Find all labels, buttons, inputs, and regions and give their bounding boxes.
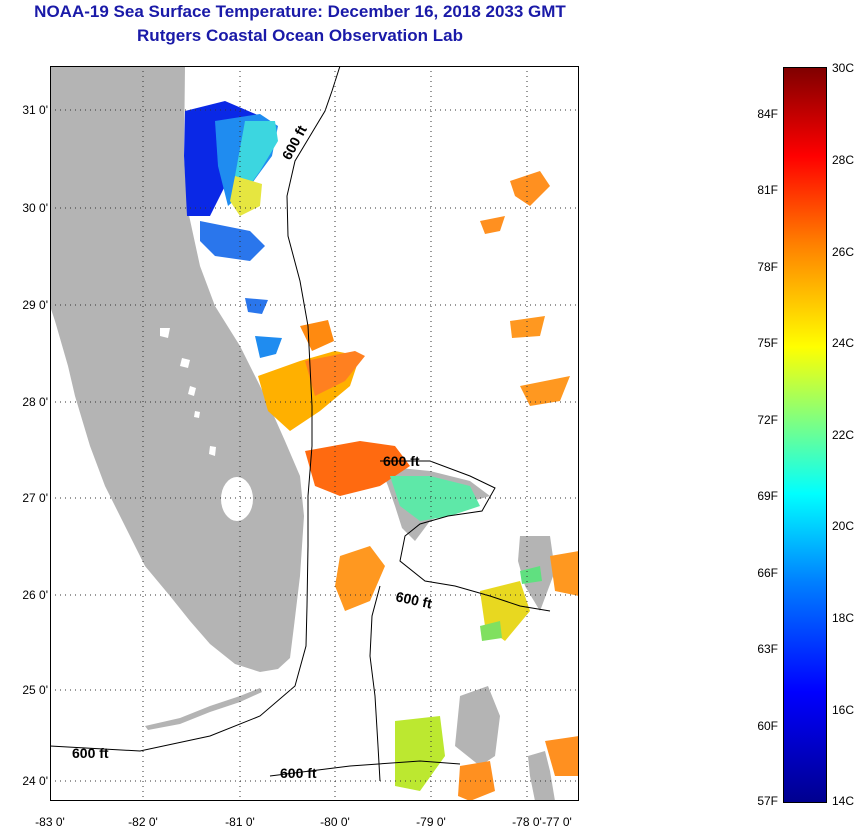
lon-label-83: -83 0' xyxy=(35,815,65,829)
isobath-south xyxy=(269,760,461,777)
sst-map: 600 ft 600 ft 600 ft 600 ft 600 ft xyxy=(50,66,579,801)
andros-land xyxy=(455,686,500,766)
sst-patch-orange-south xyxy=(458,761,495,801)
sst-patch-yellowgreen xyxy=(395,716,445,791)
colorbar-label-28c: 28C xyxy=(832,153,855,167)
isobath-label-tongue: 600 ft xyxy=(394,588,433,611)
lat-label-30: 30 0' xyxy=(22,201,48,215)
colorbar-label-63f: 63F xyxy=(757,642,778,656)
colorbar-label-18c: 18C xyxy=(832,611,855,625)
lat-label-29: 29 0' xyxy=(22,298,48,312)
sst-patch-coastal-blue xyxy=(255,336,282,358)
lat-label-25: 25 0' xyxy=(22,683,48,697)
isobath-contours xyxy=(50,66,551,782)
sst-patch-yellow-north xyxy=(230,176,262,216)
sst-patch-orange-large xyxy=(305,441,410,496)
colorbar-label-69f: 69F xyxy=(757,489,778,503)
lat-label-28: 28 0' xyxy=(22,395,48,409)
graticule xyxy=(50,66,579,801)
colorbar-label-14c: 14C xyxy=(832,794,855,808)
colorbar-label-22c: 22C xyxy=(832,428,855,442)
colorbar-label-84f: 84F xyxy=(757,107,778,121)
colorbar-label-72f: 72F xyxy=(757,413,778,427)
florida-keys xyxy=(145,688,262,730)
sst-patch-green-small2 xyxy=(520,566,542,584)
map-title: NOAA-19 Sea Surface Temperature: Decembe… xyxy=(34,2,566,21)
map-frame xyxy=(50,66,579,801)
eleuthera-land xyxy=(528,751,555,801)
sst-patch-orange-mid xyxy=(305,351,365,396)
sst-patch-orange-ne xyxy=(510,171,550,206)
isobath-florida-east xyxy=(50,66,341,752)
isobath-bahama-bank xyxy=(380,460,551,612)
lat-label-26: 26 0' xyxy=(22,588,48,602)
isobath-label-bahama: 600 ft xyxy=(383,453,420,469)
lon-label-77: -77 0' xyxy=(542,815,572,829)
sst-data-layer xyxy=(184,101,579,801)
isobath-label-west: 600 ft xyxy=(72,745,109,761)
lon-label-82: -82 0' xyxy=(128,815,158,829)
isobath-tongue xyxy=(369,585,381,782)
sst-patch-orange-ne2 xyxy=(480,216,505,234)
lat-label-31: 31 0' xyxy=(22,103,48,117)
sst-patch-small-blue xyxy=(245,298,268,314)
lon-label-79: -79 0' xyxy=(416,815,446,829)
temperature-colorbar xyxy=(783,67,827,803)
colorbar-label-30c: 30C xyxy=(832,61,855,75)
lon-label-80: -80 0' xyxy=(320,815,350,829)
colorbar-label-57f: 57F xyxy=(757,794,778,808)
florida-land xyxy=(50,66,304,672)
colorbar-label-24c: 24C xyxy=(832,336,855,350)
sst-patch-orange-east2 xyxy=(520,376,570,406)
lon-label-81: -81 0' xyxy=(225,815,255,829)
colorbar-label-66f: 66F xyxy=(757,566,778,580)
sst-patch-cyan xyxy=(235,121,278,196)
colorbar-label-75f: 75F xyxy=(757,336,778,350)
colorbar-label-16c: 16C xyxy=(832,703,855,717)
lat-label-27: 27 0' xyxy=(22,491,48,505)
colorbar-label-26c: 26C xyxy=(832,245,855,259)
lon-label-78: -78 0' xyxy=(512,815,542,829)
sst-patch-green-small xyxy=(480,621,502,641)
sst-patch-orange-bahama xyxy=(335,546,385,611)
sst-patch-orange-se xyxy=(550,551,579,596)
colorbar-label-81f: 81F xyxy=(757,183,778,197)
lake-okeechobee xyxy=(221,477,253,521)
sst-patch-mid-blue xyxy=(200,221,265,261)
map-subtitle: Rutgers Coastal Ocean Observation Lab xyxy=(137,26,463,45)
lat-label-24: 24 0' xyxy=(22,774,48,788)
colorbar-label-78f: 78F xyxy=(757,260,778,274)
isobath-label-south: 600 ft xyxy=(280,765,317,781)
sst-patch-orange-south2 xyxy=(545,736,579,776)
colorbar-label-60f: 60F xyxy=(757,719,778,733)
colorbar-label-20c: 20C xyxy=(832,519,855,533)
